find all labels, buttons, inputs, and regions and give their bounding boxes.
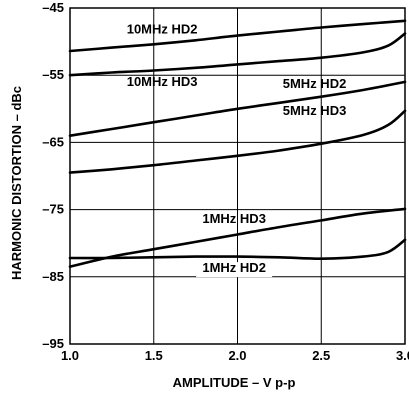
x-tick-labels: 1.0 1.5 2.0 2.5 3.0 xyxy=(61,348,409,363)
x-tick-label: 3.0 xyxy=(396,348,409,363)
x-tick-label: 1.5 xyxy=(145,348,163,363)
y-tick-label: –85 xyxy=(42,269,64,284)
grid xyxy=(69,7,406,345)
y-tick-label: –45 xyxy=(42,0,64,15)
label-background xyxy=(196,262,273,278)
series-label-1mhz-hd3: 1MHz HD3 xyxy=(202,211,266,226)
series-line-10mhz-hd2 xyxy=(68,19,407,53)
series-label-5mhz-hd2: 5MHz HD2 xyxy=(283,76,347,91)
plot-frame xyxy=(69,7,406,345)
series-line-5mhz-hd2 xyxy=(68,80,407,137)
series-label-10mhz-hd2: 10MHz HD2 xyxy=(127,22,198,37)
series-label-10mhz-hd3: 10MHz HD3 xyxy=(127,74,198,89)
x-axis-label: AMPLITUDE – V p-p xyxy=(173,375,296,390)
x-tick-label: 2.0 xyxy=(228,348,246,363)
series-label-1mhz-hd2: 1MHz HD2 xyxy=(202,260,266,275)
series-labels: 10MHz HD2 10MHz HD3 5MHz HD2 5MHz HD3 1MHz H… xyxy=(127,22,347,278)
y-tick-labels: –45 –55 –65 –75 –85 –95 xyxy=(42,0,64,351)
x-tick-label: 1.0 xyxy=(61,348,79,363)
y-tick-label: –75 xyxy=(42,202,64,217)
y-tick-label: –55 xyxy=(42,67,64,82)
series-line-1mhz-hd3 xyxy=(68,207,407,268)
series-line-1mhz-hd2 xyxy=(68,238,407,261)
series-line-10mhz-hd3 xyxy=(68,32,407,77)
series-line-5mhz-hd3 xyxy=(68,109,407,174)
x-tick-label: 2.5 xyxy=(312,348,330,363)
series-label-5mhz-hd3: 5MHz HD3 xyxy=(283,103,347,118)
y-tick-label: –65 xyxy=(42,134,64,149)
y-tick-label: –95 xyxy=(42,336,64,351)
y-axis-label: HARMONIC DISTORTION – dBc xyxy=(9,86,24,280)
series-curves xyxy=(68,19,407,268)
